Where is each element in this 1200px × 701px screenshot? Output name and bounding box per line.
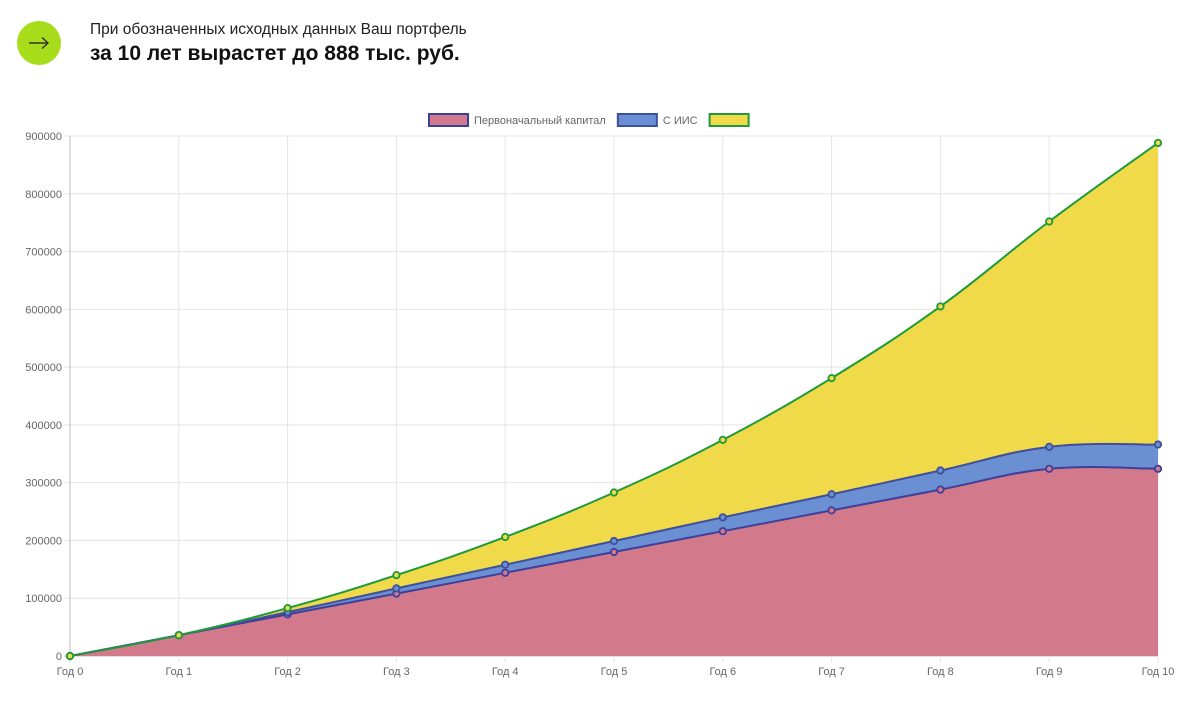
x-tick-label: Год 5: [601, 666, 628, 678]
point-capital: [936, 485, 945, 494]
point-capital: [718, 527, 727, 536]
point-capital: [609, 547, 619, 557]
area-capital: [70, 466, 1158, 656]
point-capital: [827, 506, 836, 515]
chart-ticks: 0 100000 200000 300000 400000 500000 600000 700…: [25, 131, 1174, 678]
point-iis: [392, 584, 401, 593]
x-tick-label: Год 3: [383, 666, 410, 678]
chart-legend: Первоначальный капитал С ИИС: [428, 113, 750, 127]
y-tick-label: 200000: [25, 535, 62, 547]
point-capital: [1045, 464, 1054, 473]
point-iis: [501, 560, 510, 569]
point-total: [392, 571, 401, 580]
result-subtitle: При обозначенных исходных данных Ваш пор…: [90, 21, 467, 38]
y-tick-label: 800000: [25, 189, 62, 201]
x-tick-label: Год 10: [1142, 666, 1175, 678]
x-tick-label: Год 9: [1036, 666, 1063, 678]
y-tick-label: 700000: [25, 247, 62, 259]
line-total: [69, 142, 1159, 657]
point-total: [174, 631, 183, 640]
point-total: [1153, 138, 1163, 148]
x-tick-label: Год 0: [57, 666, 84, 678]
x-tick-label: Год 1: [165, 666, 192, 678]
next-button[interactable]: [17, 21, 61, 65]
y-tick-label: 900000: [25, 131, 62, 143]
x-tick-label: Год 4: [492, 666, 519, 678]
chart-points: [65, 138, 1163, 661]
legend-swatch-total: [708, 113, 750, 127]
y-tick-label: 600000: [25, 304, 62, 316]
x-tick-label: Год 8: [927, 666, 954, 678]
result-headline: за 10 лет вырастет до 888 тыс. руб.: [90, 42, 460, 65]
result-header: При обозначенных исходных данных Ваш пор…: [17, 21, 467, 67]
y-tick-label: 300000: [25, 478, 62, 490]
point-iis: [609, 536, 619, 546]
x-tick-label: Год 2: [274, 666, 301, 678]
point-iis: [827, 490, 836, 499]
point-total: [936, 302, 945, 311]
point-capital: [1153, 464, 1163, 473]
y-tick-label: 500000: [25, 362, 62, 374]
point-total: [65, 651, 75, 661]
y-tick-label: 0: [56, 651, 62, 663]
legend-swatch-iis: [616, 113, 658, 127]
legend-label-capital: Первоначальный капитал: [474, 115, 606, 127]
point-total: [827, 373, 836, 383]
point-total: [1045, 217, 1054, 226]
point-iis: [1153, 440, 1163, 449]
point-iis: [1045, 442, 1054, 451]
y-tick-label: 400000: [25, 420, 62, 432]
point-total: [283, 603, 292, 613]
x-tick-label: Год 7: [818, 666, 845, 678]
point-total: [609, 488, 619, 497]
point-total: [718, 435, 727, 445]
y-tick-label: 100000: [25, 593, 62, 605]
legend-label-iis: С ИИС: [663, 115, 698, 127]
point-iis: [718, 513, 727, 522]
point-capital: [501, 568, 510, 577]
legend-swatch-capital: [428, 113, 469, 127]
point-iis: [936, 466, 945, 475]
point-total: [501, 532, 510, 542]
arrow-right-icon: [29, 36, 50, 50]
x-tick-label: Год 6: [709, 666, 736, 678]
